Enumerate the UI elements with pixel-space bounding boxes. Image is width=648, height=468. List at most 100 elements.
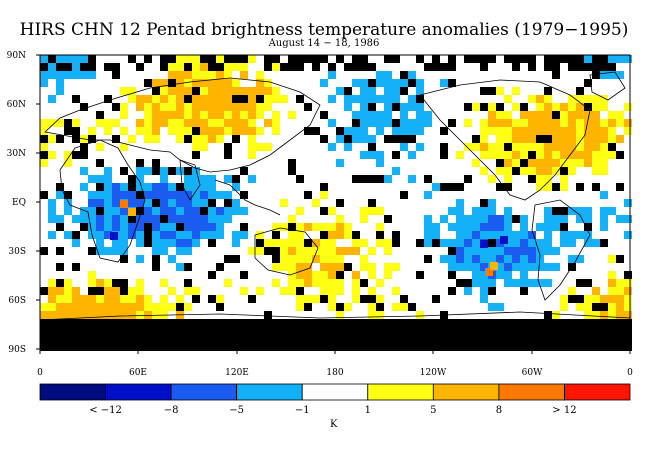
- anomaly-cell: [392, 239, 400, 247]
- anomaly-cell: [176, 223, 184, 231]
- anomaly-cell: [592, 239, 600, 247]
- anomaly-cell: [592, 55, 600, 63]
- anomaly-cell: [88, 63, 96, 71]
- anomaly-cell: [176, 215, 184, 223]
- anomaly-cell: [560, 223, 568, 231]
- anomaly-cell: [152, 239, 160, 247]
- anomaly-cell: [176, 183, 184, 191]
- anomaly-cell: [80, 207, 88, 215]
- anomaly-cell: [272, 319, 280, 327]
- anomaly-cell: [120, 247, 128, 255]
- colorbar-label: > 12: [552, 405, 577, 416]
- anomaly-cell: [144, 199, 152, 207]
- anomaly-cell: [128, 319, 136, 327]
- anomaly-cell: [512, 263, 520, 271]
- anomaly-cell: [104, 295, 112, 303]
- anomaly-cell: [88, 207, 96, 215]
- anomaly-cell: [80, 223, 88, 231]
- anomaly-cell: [184, 79, 192, 87]
- anomaly-cell: [168, 207, 176, 215]
- anomaly-cell: [176, 231, 184, 239]
- anomaly-cell: [272, 95, 280, 103]
- anomaly-cell: [520, 231, 528, 239]
- anomaly-cell: [512, 159, 520, 167]
- anomaly-cell: [64, 63, 72, 71]
- anomaly-cell: [112, 287, 120, 295]
- anomaly-cell: [496, 327, 504, 335]
- anomaly-cell: [536, 319, 544, 327]
- anomaly-cell: [440, 79, 448, 87]
- anomaly-cell: [376, 151, 384, 159]
- anomaly-cell: [472, 143, 480, 151]
- anomaly-cell: [296, 335, 304, 343]
- anomaly-cell: [624, 303, 632, 311]
- colorbar-swatch: [564, 383, 631, 401]
- anomaly-cell: [336, 279, 344, 287]
- anomaly-cell: [184, 303, 192, 311]
- anomaly-cell: [208, 343, 216, 351]
- anomaly-cell: [408, 71, 416, 79]
- anomaly-cell: [280, 223, 288, 231]
- anomaly-cell: [352, 335, 360, 343]
- anomaly-cell: [424, 111, 432, 119]
- anomaly-cell: [536, 239, 544, 247]
- anomaly-cell: [608, 151, 616, 159]
- anomaly-cell: [480, 295, 488, 303]
- anomaly-cell: [216, 119, 224, 127]
- colorbar-swatch: [170, 383, 238, 401]
- anomaly-cell: [496, 271, 504, 279]
- anomaly-cell: [336, 311, 344, 319]
- anomaly-cell: [616, 327, 624, 335]
- anomaly-cell: [120, 215, 128, 223]
- anomaly-cell: [552, 103, 560, 111]
- anomaly-cell: [80, 215, 88, 223]
- anomaly-cell: [336, 87, 344, 95]
- anomaly-cell: [64, 55, 72, 63]
- anomaly-cell: [552, 215, 560, 223]
- anomaly-cell: [224, 207, 232, 215]
- anomaly-cell: [416, 335, 424, 343]
- anomaly-cell: [456, 279, 464, 287]
- anomaly-cell: [400, 327, 408, 335]
- anomaly-cell: [600, 311, 608, 319]
- anomaly-cell: [176, 327, 184, 335]
- anomaly-cell: [328, 95, 336, 103]
- anomaly-cell: [392, 231, 400, 239]
- anomaly-cell: [368, 263, 376, 271]
- anomaly-cell: [40, 119, 48, 127]
- anomaly-cell: [264, 95, 272, 103]
- anomaly-cell: [64, 127, 72, 135]
- anomaly-cell: [496, 247, 504, 255]
- anomaly-cell: [512, 343, 520, 351]
- anomaly-cell: [544, 95, 552, 103]
- anomaly-cell: [384, 87, 392, 95]
- anomaly-cell: [160, 199, 168, 207]
- anomaly-cell: [552, 327, 560, 335]
- anomaly-cell: [568, 159, 576, 167]
- anomaly-cell: [240, 87, 248, 95]
- anomaly-cell: [64, 303, 72, 311]
- anomaly-cell: [240, 335, 248, 343]
- anomaly-cell: [88, 279, 96, 287]
- anomaly-cell: [264, 143, 272, 151]
- anomaly-cell: [208, 271, 216, 279]
- anomaly-cell: [336, 255, 344, 263]
- anomaly-cell: [464, 263, 472, 271]
- anomaly-cell: [152, 135, 160, 143]
- anomaly-cell: [576, 319, 584, 327]
- anomaly-cell: [336, 335, 344, 343]
- anomaly-cell: [272, 239, 280, 247]
- anomaly-cell: [152, 263, 160, 271]
- anomaly-cell: [312, 199, 320, 207]
- anomaly-cell: [144, 183, 152, 191]
- anomaly-cell: [464, 55, 472, 63]
- anomaly-cell: [416, 271, 424, 279]
- anomaly-cell: [480, 103, 488, 111]
- anomaly-cell: [88, 71, 96, 79]
- anomaly-cell: [496, 303, 504, 311]
- anomaly-cell: [552, 319, 560, 327]
- anomaly-cell: [536, 119, 544, 127]
- anomaly-cell: [184, 207, 192, 215]
